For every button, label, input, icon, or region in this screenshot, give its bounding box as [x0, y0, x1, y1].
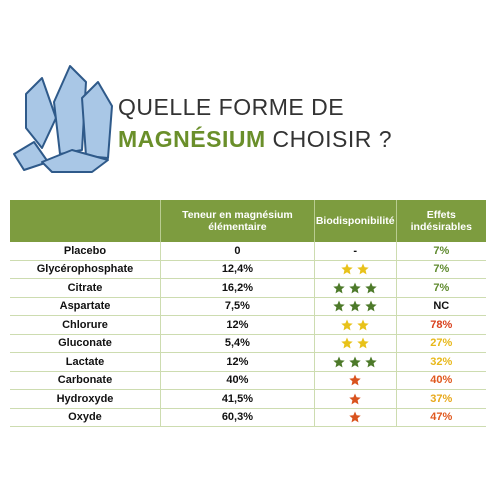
row: Citrate 16,2% 7%: [10, 278, 486, 298]
teneur-cell: 5,4%: [160, 334, 315, 353]
bio-cell: [314, 371, 397, 390]
header-cell: Effets indésirables: [396, 200, 486, 242]
stars: [333, 282, 377, 294]
effets-cell: 7%: [396, 242, 486, 261]
effets-cell: 27%: [396, 334, 486, 353]
name-cell: Hydroxyde: [10, 389, 161, 409]
star: [349, 411, 361, 423]
row: Hydroxyde 41,5% 37%: [10, 389, 486, 409]
teneur-cell: 16,2%: [160, 278, 315, 298]
star: [357, 337, 369, 349]
teneur-cell: 7,5%: [160, 297, 315, 316]
star: [341, 319, 353, 331]
effets-cell: NC: [396, 297, 486, 316]
header-cell: [10, 200, 161, 242]
stars: [349, 411, 361, 423]
star: [349, 282, 361, 294]
title-line-1: QUELLE FORME DE: [118, 94, 345, 120]
title-highlight: MAGNÉSIUM: [118, 126, 266, 152]
stars: [333, 300, 377, 312]
bio-cell: [314, 278, 397, 298]
header-cell: Teneur en magnésium élémentaire: [160, 200, 315, 242]
teneur-cell: 0: [160, 242, 315, 261]
teneur-cell: 12,4%: [160, 260, 315, 279]
effets-cell: 7%: [396, 278, 486, 298]
stars: [341, 319, 369, 331]
header-cell: Biodisponibilité: [314, 200, 397, 242]
star: [333, 300, 345, 312]
star: [349, 393, 361, 405]
bio-cell: [314, 315, 397, 335]
bio-cell: -: [314, 242, 397, 261]
star: [365, 300, 377, 312]
bio-cell: [314, 297, 397, 316]
name-cell: Citrate: [10, 278, 161, 298]
bio-cell: [314, 352, 397, 372]
stars: [341, 263, 369, 275]
star: [365, 282, 377, 294]
name-cell: Placebo: [10, 242, 161, 261]
effets-cell: 47%: [396, 408, 486, 427]
name-cell: Aspartate: [10, 297, 161, 316]
row: Lactate 12% 32%: [10, 352, 486, 372]
row: Carbonate 40% 40%: [10, 371, 486, 390]
effets-cell: 40%: [396, 371, 486, 390]
teneur-cell: 12%: [160, 352, 315, 372]
row: Placebo 0-7%: [10, 242, 486, 261]
stars: [349, 393, 361, 405]
title-line-2: MAGNÉSIUM CHOISIR ?: [118, 126, 392, 153]
row: Glycérophosphate 12,4% 7%: [10, 260, 486, 279]
row: Chlorure 12% 78%: [10, 315, 486, 335]
teneur-cell: 12%: [160, 315, 315, 335]
teneur-cell: 60,3%: [160, 408, 315, 427]
name-cell: Carbonate: [10, 371, 161, 390]
bio-cell: [314, 408, 397, 427]
row: Oxyde 60,3% 47%: [10, 408, 486, 427]
star: [357, 263, 369, 275]
teneur-cell: 40%: [160, 371, 315, 390]
effets-cell: 37%: [396, 389, 486, 409]
star: [365, 356, 377, 368]
star: [357, 319, 369, 331]
effets-cell: 78%: [396, 315, 486, 335]
bio-cell: [314, 334, 397, 353]
bio-cell: [314, 389, 397, 409]
name-cell: Lactate: [10, 352, 161, 372]
name-cell: Gluconate: [10, 334, 161, 353]
teneur-cell: 41,5%: [160, 389, 315, 409]
star: [349, 374, 361, 386]
table: Teneur en magnésium élémentaire Biodispo…: [10, 200, 486, 427]
stars: [349, 374, 361, 386]
row: Aspartate 7,5% NC: [10, 297, 486, 316]
star: [341, 263, 353, 275]
header-row: Teneur en magnésium élémentaire Biodispo…: [10, 200, 486, 242]
title-rest: CHOISIR ?: [272, 126, 393, 152]
star: [333, 356, 345, 368]
name-cell: Glycérophosphate: [10, 260, 161, 279]
name-cell: Oxyde: [10, 408, 161, 427]
stars: [333, 356, 377, 368]
bio-cell: [314, 260, 397, 279]
stars: [341, 337, 369, 349]
effets-cell: 7%: [396, 260, 486, 279]
effets-cell: 32%: [396, 352, 486, 372]
star: [341, 337, 353, 349]
star: [349, 356, 361, 368]
star: [333, 282, 345, 294]
star: [349, 300, 361, 312]
row: Gluconate 5,4% 27%: [10, 334, 486, 353]
crystal-icon: [13, 65, 113, 173]
name-cell: Chlorure: [10, 315, 161, 335]
